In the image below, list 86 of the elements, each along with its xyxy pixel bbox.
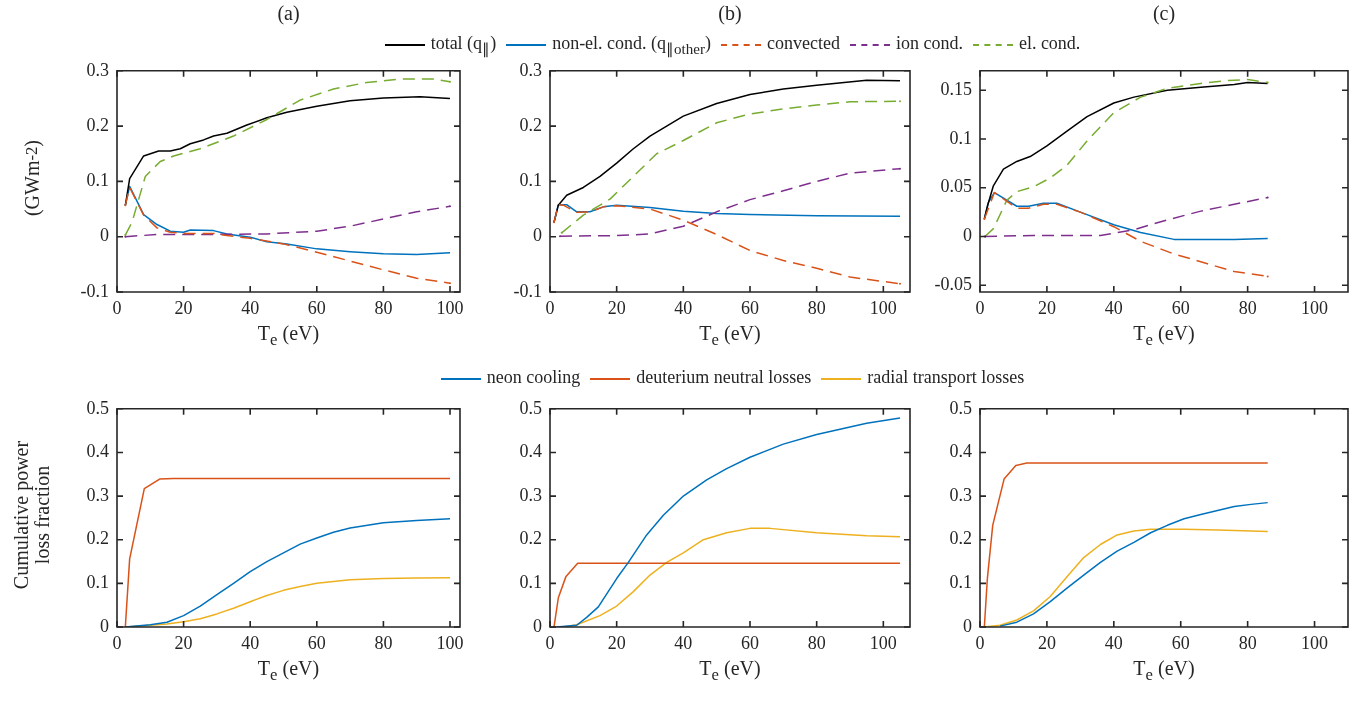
y-tick-label: 0.2 <box>519 528 542 549</box>
x-tick-label: 60 <box>741 297 759 318</box>
y-tick-label: 0.1 <box>949 127 972 148</box>
x-tick-label: 20 <box>607 297 626 318</box>
y-tick-label: 0.15 <box>940 79 972 100</box>
x-tick-label: 60 <box>307 297 326 318</box>
x-axis-title: T$_{e}$ (eV) <box>1132 322 1196 350</box>
x-axis-title: T$_{e}$ (eV) <box>1132 657 1196 685</box>
x-tick-label: 100 <box>436 632 464 653</box>
y-tick-label: -0.1 <box>513 280 542 301</box>
x-tick-label: 20 <box>607 632 626 653</box>
x-tick-label: 100 <box>869 297 897 318</box>
y-tick-label: -0.1 <box>80 280 109 301</box>
y-axis-title: Cumulative power loss fraction <box>8 439 53 591</box>
x-tick-label: 100 <box>1301 632 1329 653</box>
y-tick-label: 0.3 <box>949 484 972 505</box>
y-tick-label: 0 <box>100 225 109 246</box>
line-series <box>553 203 901 285</box>
y-tick-label: 0.3 <box>519 484 542 505</box>
y-tick-label: 0.4 <box>519 441 542 462</box>
y-tick-label: 0 <box>963 225 972 246</box>
y-tick-label: 0.5 <box>949 397 972 418</box>
y-tick-label: 0.5 <box>519 397 542 418</box>
line-series <box>124 205 451 238</box>
x-tick-label: 80 <box>807 297 826 318</box>
x-tick-label: 40 <box>241 632 260 653</box>
x-tick-label: 40 <box>241 297 260 318</box>
chart-title: (c) <box>1151 2 1177 25</box>
y-tick-label: 0.2 <box>86 528 109 549</box>
legend-label: el. cond. <box>1018 33 1081 53</box>
x-axis-title: T$_{e}$ (eV) <box>698 322 762 350</box>
y-tick-label: 0.1 <box>519 170 542 191</box>
x-axis-title: T$_{e}$ (eV) <box>698 657 762 685</box>
y-tick-label: 0.3 <box>86 59 109 80</box>
y-tick-label: 0 <box>963 615 972 636</box>
x-tick-label: 80 <box>374 297 393 318</box>
legend-label: ion cond. <box>895 33 963 53</box>
chart-title: (b) <box>717 2 743 25</box>
x-tick-label: 80 <box>807 632 826 653</box>
x-tick-label: 40 <box>1104 632 1123 653</box>
legend-label: deuterium neutral losses <box>636 367 812 387</box>
y-tick-label: 0 <box>100 615 109 636</box>
y-tick-label: 0.4 <box>86 441 109 462</box>
y-tick-label: 0.3 <box>86 484 109 505</box>
x-tick-label: 20 <box>1037 632 1056 653</box>
x-tick-label: 60 <box>307 632 326 653</box>
chart-title: (a) <box>276 2 301 25</box>
x-tick-label: 40 <box>674 297 693 318</box>
legend-label: non-el. cond. (q$_{∥other}$) <box>552 33 711 57</box>
y-tick-label: 0 <box>533 225 542 246</box>
y-tick-label: 0.1 <box>519 572 542 593</box>
y-tick-label: 0.2 <box>86 114 109 135</box>
x-tick-label: 80 <box>1238 632 1257 653</box>
x-tick-label: 100 <box>869 632 897 653</box>
x-tick-label: 60 <box>741 632 759 653</box>
y-tick-label: 0 <box>533 615 542 636</box>
legend-label: neon cooling <box>486 367 581 387</box>
y-tick-label: 0.2 <box>949 528 972 549</box>
legend-label: radial transport losses <box>867 367 1025 387</box>
line-series <box>559 167 901 237</box>
y-tick-label: 0.1 <box>86 170 109 191</box>
x-tick-label: 100 <box>1301 297 1329 318</box>
y-tick-label: 0.1 <box>949 572 972 593</box>
x-tick-label: 20 <box>174 297 193 318</box>
legend-label: convected <box>766 33 840 53</box>
x-tick-label: 40 <box>674 632 693 653</box>
y-tick-label: 0.3 <box>519 59 542 80</box>
x-tick-label: 20 <box>174 632 193 653</box>
x-tick-label: 60 <box>1171 297 1190 318</box>
x-tick-label: 100 <box>436 297 464 318</box>
y-tick-label: 0.1 <box>86 572 109 593</box>
x-tick-label: 20 <box>1037 297 1056 318</box>
y-tick-label: 0.05 <box>940 176 972 197</box>
x-tick-label: 80 <box>374 632 393 653</box>
legend-label: total (q$_{∥}$) <box>430 33 497 57</box>
line-series <box>124 78 451 236</box>
x-tick-label: 60 <box>1171 632 1190 653</box>
line-series <box>124 186 451 284</box>
y-tick-label: 0.2 <box>519 114 542 135</box>
y-tick-label: 0.4 <box>949 441 972 462</box>
x-tick-label: 80 <box>1238 297 1257 318</box>
y-tick-label: -0.05 <box>934 273 972 294</box>
x-axis-title: T$_{e}$ (eV) <box>256 322 321 350</box>
x-axis-title: T$_{e}$ (eV) <box>256 657 321 685</box>
x-tick-label: 40 <box>1104 297 1123 318</box>
y-tick-label: 0.5 <box>86 397 109 418</box>
